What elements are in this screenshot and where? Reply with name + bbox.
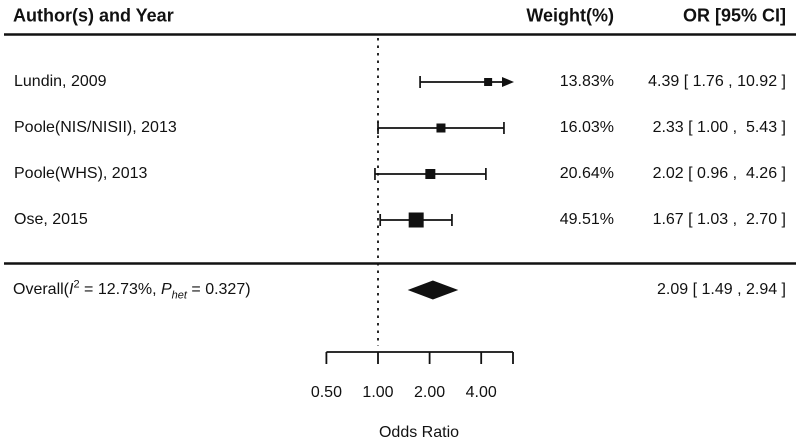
study-weight: 16.03% [559, 119, 614, 136]
study-or-ci: 1.67 [ 1.03 , 2.70 ] [652, 211, 786, 228]
x-axis-tick-label: 2.00 [414, 384, 446, 401]
overall-suffix: = 0.327) [186, 281, 251, 299]
study-weight: 49.51% [559, 211, 614, 228]
effect-size-marker [484, 78, 493, 86]
study-or-ci: 4.39 [ 1.76 , 10.92 ] [648, 73, 786, 90]
overall-prefix: Overall( [13, 281, 70, 299]
study-label: Lundin, 2009 [14, 73, 107, 90]
column-header-or-ci: OR [95% CI] [682, 5, 786, 26]
study-weight: 13.83% [559, 73, 614, 90]
study-label: Poole(WHS), 2013 [14, 165, 148, 182]
study-or-ci: 2.02 [ 0.96 , 4.26 ] [652, 165, 786, 182]
column-header-weight: Weight(%) [526, 5, 614, 26]
i-squared-symbol: I [69, 281, 74, 299]
ci-arrow-right [502, 77, 514, 87]
x-axis-tick-label: 0.50 [310, 384, 342, 401]
overall-summary-label: Overall(I2 = 12.73%, Phet = 0.327) [13, 279, 251, 302]
x-axis-tick-label: 4.00 [465, 384, 497, 401]
x-axis-title: Odds Ratio [378, 424, 460, 441]
study-weight: 20.64% [559, 165, 614, 182]
effect-size-marker [408, 212, 424, 228]
overall-diamond [407, 280, 459, 300]
p-het-symbol: P [160, 281, 172, 299]
study-label: Poole(NIS/NISII), 2013 [14, 119, 177, 136]
study-or-ci: 2.33 [ 1.00 , 5.43 ] [652, 119, 786, 136]
x-axis-tick-label: 1.00 [362, 384, 394, 401]
effect-size-marker [436, 123, 446, 133]
p-het-subscript: het [171, 289, 187, 302]
study-label: Ose, 2015 [14, 211, 88, 228]
overall-or-ci-value: 2.09 [ 1.49 , 2.94 ] [657, 281, 786, 298]
overall-middle: = 12.73%, [79, 281, 161, 299]
column-header-author: Author(s) and Year [13, 5, 174, 26]
effect-size-marker [425, 169, 436, 179]
i-squared-exponent: 2 [73, 278, 80, 291]
